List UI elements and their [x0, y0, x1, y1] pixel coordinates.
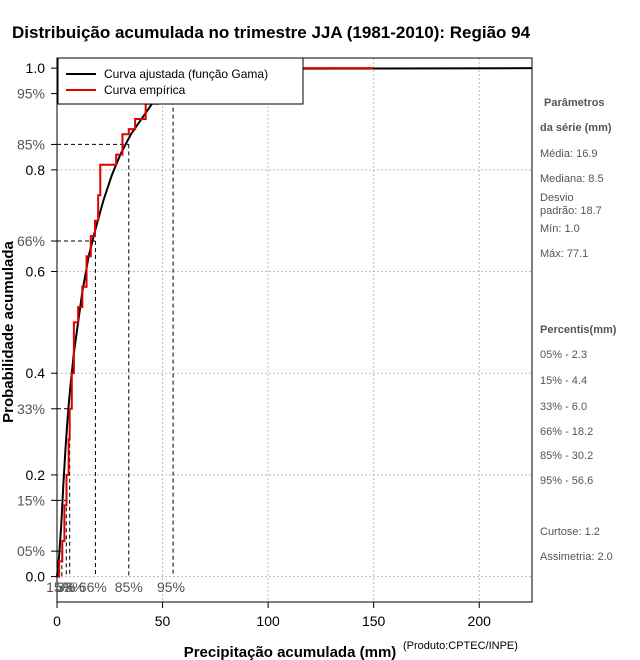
- params-title-line2: da série (mm): [540, 122, 612, 134]
- x-axis: 0 50 100 150 200: [53, 602, 491, 629]
- y-percentile-label-4: 85%: [17, 136, 45, 152]
- x-percentile-labels: 15%5%33%66% 85% 95%: [46, 579, 185, 595]
- param-media: Média: 16.9: [540, 148, 597, 160]
- param-desvio-line2: padrão: 18.7: [540, 205, 602, 217]
- y-percentile-label-5: 95%: [17, 86, 45, 102]
- percentil-66: 66% - 18.2: [540, 426, 593, 438]
- percentil-95: 95% - 56.6: [540, 475, 593, 487]
- x-axis-title: Precipitação acumulada (mm): [184, 644, 397, 660]
- x-tick-label-2: 100: [256, 613, 280, 629]
- param-min: Mín: 1.0: [540, 223, 580, 235]
- y-percentile-label-3: 66%: [17, 233, 45, 249]
- y-percentile-label-2: 33%: [17, 401, 45, 417]
- chart-title: Distribuição acumulada no trimestre JJA …: [12, 23, 531, 42]
- credit-text: (Produto:CPTEC/INPE): [403, 640, 518, 652]
- legend-label-fit: Curva ajustada (função Gama): [104, 67, 268, 81]
- percentil-05: 05% - 2.3: [540, 349, 587, 361]
- x-tick-label-1: 50: [155, 613, 171, 629]
- y-tick-label-2: 0.4: [26, 365, 46, 381]
- percentil-33: 33% - 6.0: [540, 401, 587, 413]
- y-percentile-label-1: 15%: [17, 492, 45, 508]
- curtose: Curtose: 1.2: [540, 526, 600, 538]
- x-percentile-label-2: 33%: [57, 579, 85, 595]
- x-tick-label-0: 0: [53, 613, 61, 629]
- x-tick-label-3: 150: [362, 613, 386, 629]
- params-title-line1: Parâmetros: [544, 97, 605, 109]
- y-tick-label-3: 0.6: [26, 264, 46, 280]
- y-tick-label-5: 1.0: [26, 60, 46, 76]
- y-percentile-label-0: 05%: [17, 543, 45, 559]
- y-percentile-labels: 05% 15% 33% 66% 85% 95%: [17, 86, 57, 559]
- param-mediana: Mediana: 8.5: [540, 173, 604, 185]
- empirical-step-line: [57, 67, 374, 578]
- stats-panel: Parâmetros da série (mm) Média: 16.9 Med…: [540, 97, 617, 563]
- legend-label-empirical: Curva empírica: [104, 83, 186, 97]
- percentis-title: Percentis(mm): [540, 324, 617, 336]
- x-percentile-label-1: 5%: [55, 579, 75, 595]
- x-percentile-label-0: 15%: [46, 579, 74, 595]
- x-percentile-label-5: 95%: [157, 579, 185, 595]
- percentil-85: 85% - 30.2: [540, 450, 593, 462]
- x-percentile-label-3: 66%: [79, 579, 107, 595]
- param-desvio-line1: Desvio: [540, 192, 574, 204]
- x-tick-label-4: 200: [468, 613, 492, 629]
- y-tick-label-1: 0.2: [26, 467, 46, 483]
- assimetria: Assimetria: 2.0: [540, 551, 613, 563]
- percentil-15: 15% - 4.4: [540, 375, 587, 387]
- legend-box: [57, 57, 304, 105]
- legend: Curva ajustada (função Gama) Curva empír…: [57, 57, 304, 105]
- param-max: Máx: 77.1: [540, 248, 588, 260]
- y-axis-title: Probabilidade acumulada: [0, 240, 17, 422]
- y-axis: 0.0 0.2 0.4 0.6 0.8 1.0: [26, 60, 57, 585]
- y-tick-label-0: 0.0: [26, 569, 46, 585]
- x-percentile-label-4: 85%: [115, 579, 143, 595]
- y-tick-label-4: 0.8: [26, 162, 46, 178]
